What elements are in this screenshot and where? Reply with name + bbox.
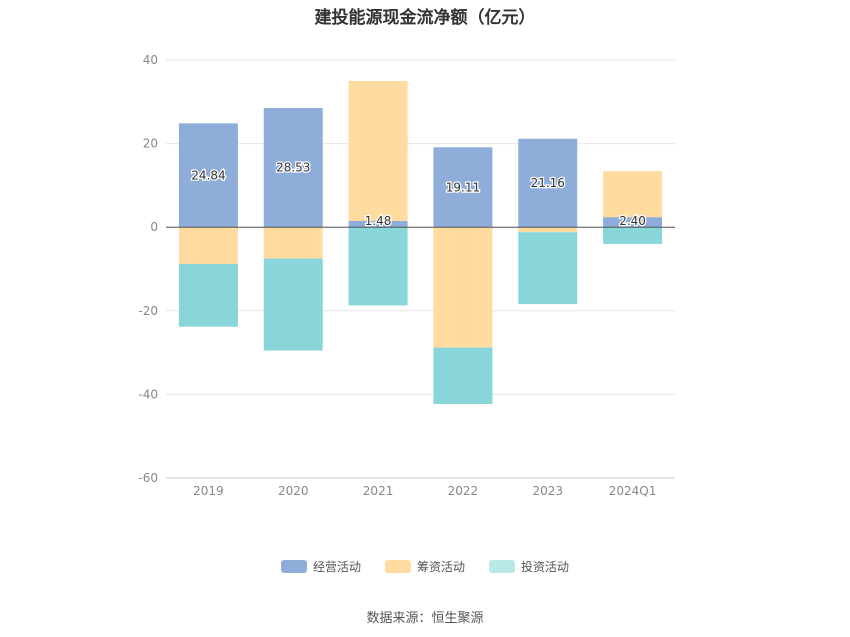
data-label-operating: 28.53 <box>276 161 310 175</box>
legend-item-investing[interactable]: 投资活动 <box>489 558 569 575</box>
legend-label-financing: 筹资活动 <box>416 560 465 574</box>
y-tick-label: 40 <box>143 53 158 67</box>
legend-item-operating[interactable]: 经营活动 <box>280 558 361 575</box>
bar-0-2024Q1 <box>603 217 663 228</box>
bar-2-2021 <box>348 227 408 306</box>
legend-swatch-operating <box>280 560 307 573</box>
chart-title: 建投能源现金流净额（亿元） <box>314 8 536 28</box>
y-tick-label: -60 <box>138 471 158 485</box>
bar-1-2022 <box>433 227 493 348</box>
bar-2-2022 <box>433 347 493 405</box>
x-tick-label: 2021 <box>363 484 394 498</box>
data-label-operating: 1.48 <box>365 214 392 228</box>
bar-0-2020 <box>263 107 323 228</box>
x-tick-label: 2020 <box>278 484 309 498</box>
chart-legend: 经营活动 筹资活动 投资活动 <box>0 558 850 575</box>
legend-item-financing[interactable]: 筹资活动 <box>384 558 465 575</box>
legend-swatch-financing <box>384 560 411 573</box>
bar-0-2019 <box>178 123 238 228</box>
bar-1-2021 <box>348 80 408 222</box>
x-tick-label: 2024Q1 <box>609 484 657 498</box>
bar-1-2023 <box>518 227 578 233</box>
bar-2-2023 <box>518 232 578 305</box>
bar-0-2023 <box>518 138 578 228</box>
data-label-operating: 21.16 <box>531 176 565 190</box>
y-tick-label: 20 <box>143 137 158 151</box>
legend-label-investing: 投资活动 <box>521 560 570 574</box>
data-label-operating: 19.11 <box>446 180 480 194</box>
bar-2-2020 <box>263 258 323 351</box>
legend-label-operating: 经营活动 <box>312 560 361 574</box>
bar-0-2022 <box>433 147 493 228</box>
bar-2-2019 <box>178 263 238 327</box>
x-tick-label: 2023 <box>532 484 563 498</box>
bar-0-2021 <box>348 221 408 228</box>
y-tick-label: 0 <box>150 220 158 234</box>
legend-swatch-investing <box>489 560 515 573</box>
data-label-operating: 24.84 <box>191 168 225 182</box>
y-tick-label: -20 <box>138 304 158 318</box>
bar-1-2020 <box>263 227 323 259</box>
bar-1-2024Q1 <box>603 171 663 218</box>
bar-2-2024Q1 <box>603 227 663 244</box>
y-tick-label: -40 <box>138 387 158 401</box>
data-label-operating: 2.40 <box>619 214 646 228</box>
data-source-note: 数据来源：恒生聚源 <box>366 611 484 626</box>
x-tick-label: 2022 <box>448 484 479 498</box>
bar-1-2019 <box>178 227 238 264</box>
x-tick-label: 2019 <box>193 484 224 498</box>
